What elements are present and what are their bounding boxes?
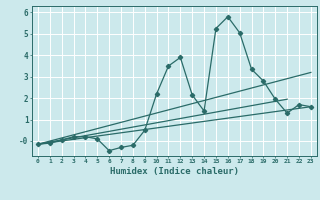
- X-axis label: Humidex (Indice chaleur): Humidex (Indice chaleur): [110, 167, 239, 176]
